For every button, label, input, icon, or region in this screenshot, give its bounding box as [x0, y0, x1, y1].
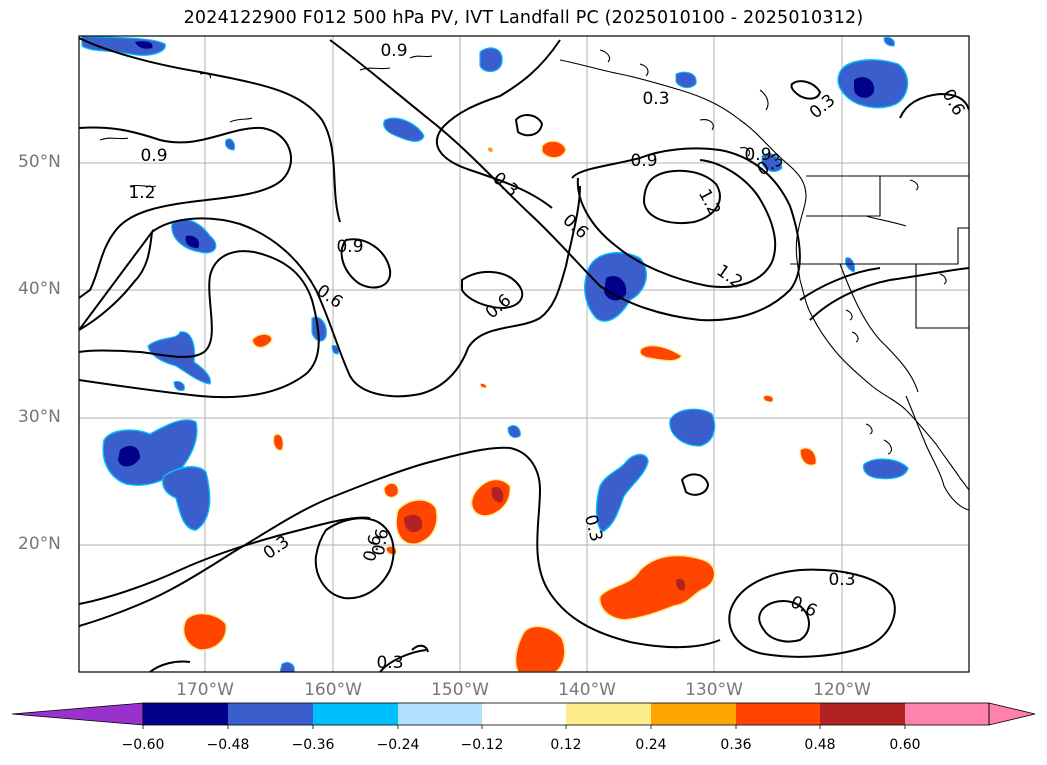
negative-anomaly-shading: [81, 36, 909, 672]
colorbar-segment: [820, 703, 905, 725]
contour-label: 0.9: [630, 151, 657, 171]
contour-label: 0.9: [336, 237, 363, 257]
colorbar-tick-label: −0.60: [121, 737, 165, 753]
contour-label: 0.3: [376, 653, 403, 673]
colorbar-tick-label: 0.60: [889, 737, 921, 753]
colorbar-tick-label: 0.12: [550, 737, 582, 753]
longitude-label: 130°W: [685, 680, 743, 700]
page-title: 2024122900 F012 500 hPa PV, IVT Landfall…: [183, 8, 864, 28]
longitude-label: 170°W: [176, 680, 234, 700]
colorbar-tick-label: −0.48: [206, 737, 250, 753]
colorbar-tick-label: −0.12: [460, 737, 504, 753]
colorbar-tick-label: 0.24: [635, 737, 667, 753]
longitude-label: 150°W: [431, 680, 489, 700]
contour-label: 0.3: [642, 89, 669, 109]
colorbar-segment: [566, 703, 651, 725]
colorbar-tick-label: 0.48: [804, 737, 836, 753]
colorbar-segment: [143, 703, 228, 725]
pv-contours: [79, 37, 969, 672]
colorbar-tick-label: 0.36: [720, 737, 752, 753]
colorbar-extend-high: [988, 702, 1036, 726]
colorbar-extend-low: [11, 702, 144, 726]
longitude-label: 140°W: [558, 680, 616, 700]
longitude-label: 160°W: [304, 680, 362, 700]
graticule-grid: [79, 36, 969, 672]
longitude-label: 120°W: [813, 680, 871, 700]
colorbar-segment: [905, 703, 989, 725]
colorbar-tick-label: −0.36: [291, 737, 335, 753]
colorbar-segment: [482, 703, 566, 725]
colorbar-segment: [736, 703, 820, 725]
contour-label: 0.3: [828, 570, 855, 590]
contour-label: 0.9: [380, 41, 407, 61]
contour-label: 0.9: [140, 146, 167, 166]
contour-label: 1.2: [128, 183, 155, 203]
colorbar-segment: [651, 703, 736, 725]
latitude-label: 40°N: [18, 279, 61, 299]
map-frame: [78, 35, 970, 673]
colorbar-segment: [228, 703, 313, 725]
latitude-label: 50°N: [18, 152, 61, 172]
contour-label: 0.9: [744, 145, 771, 165]
colorbar-segment: [398, 703, 482, 725]
latitude-label: 20°N: [18, 534, 61, 554]
colorbar: [11, 702, 1036, 729]
contour-label: 0.6: [369, 527, 393, 557]
colorbar-tick-label: −0.24: [376, 737, 420, 753]
latitude-label: 30°N: [18, 407, 61, 427]
coastlines: [99, 49, 969, 511]
positive-anomaly-shading: [182, 140, 817, 672]
colorbar-segment: [313, 703, 398, 725]
